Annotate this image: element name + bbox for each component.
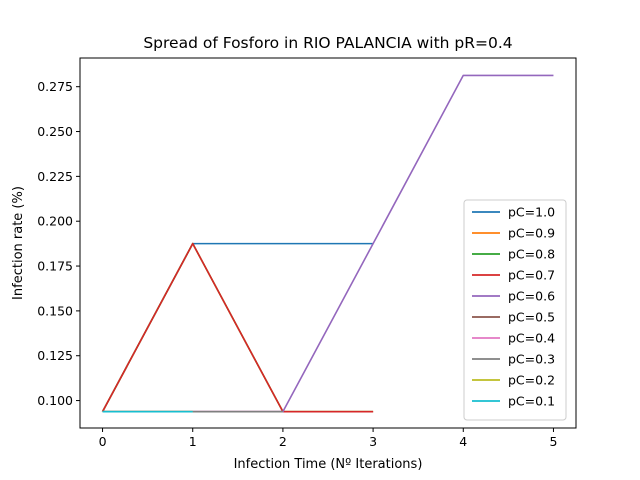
y-tick-label-4: 0.200 xyxy=(37,214,73,229)
y-tick-label-6: 0.250 xyxy=(37,124,73,139)
x-tick-label-3: 3 xyxy=(369,434,377,449)
y-tick-label-2: 0.150 xyxy=(37,303,73,318)
legend-label-2: pC=0.8 xyxy=(508,247,555,262)
x-tick-label-5: 5 xyxy=(549,434,557,449)
legend-label-0: pC=1.0 xyxy=(508,205,555,220)
y-tick-label-0: 0.100 xyxy=(37,393,73,408)
x-axis-ticks: 0 1 2 3 4 5 xyxy=(99,428,557,449)
legend-label-5: pC=0.5 xyxy=(508,310,555,325)
x-tick-label-4: 4 xyxy=(459,434,467,449)
series-layer xyxy=(101,74,554,413)
legend-box xyxy=(463,199,567,421)
legend-label-9: pC=0.1 xyxy=(508,394,555,409)
legend-label-6: pC=0.4 xyxy=(508,331,555,346)
x-tick-label-0: 0 xyxy=(99,434,107,449)
series-line-3 xyxy=(101,242,374,413)
legend: pC=1.0 pC=0.9 pC=0.8 pC=0.7 pC=0.6 pC=0.5 pC=0… xyxy=(463,199,567,421)
x-axis-label: Infection Time (Nº Iterations) xyxy=(234,457,423,472)
y-tick-label-5: 0.225 xyxy=(37,169,73,184)
x-tick-label-2: 2 xyxy=(279,434,287,449)
legend-label-8: pC=0.2 xyxy=(508,373,555,388)
legend-label-1: pC=0.9 xyxy=(508,226,555,241)
y-tick-label-1: 0.125 xyxy=(37,348,73,363)
chart-title: Spread of Fosforo in RIO PALANCIA with p… xyxy=(143,34,512,52)
y-tick-label-7: 0.275 xyxy=(37,79,73,94)
legend-label-3: pC=0.7 xyxy=(508,268,555,283)
x-tick-label-1: 1 xyxy=(189,434,197,449)
legend-label-4: pC=0.6 xyxy=(508,289,555,304)
y-axis-ticks: 0.100 0.125 0.150 0.175 0.200 0.225 0.250 0.275 xyxy=(37,79,80,408)
y-tick-label-3: 0.175 xyxy=(37,259,73,274)
plot-frame xyxy=(79,57,577,429)
legend-label-7: pC=0.3 xyxy=(508,352,555,367)
y-axis-label: Infection rate (%) xyxy=(11,186,26,300)
